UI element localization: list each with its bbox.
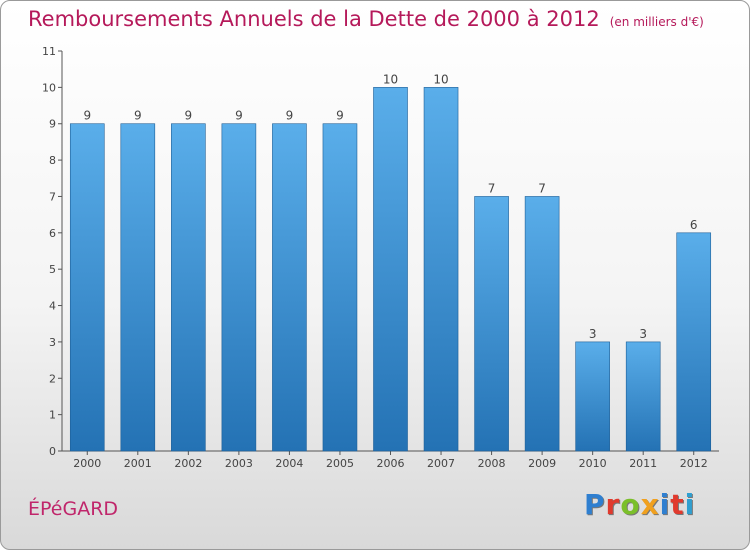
x-tick-label: 2012 [680, 457, 708, 470]
bar [221, 123, 257, 452]
data-label: 9 [235, 109, 243, 123]
x-tick-label: 2011 [629, 457, 657, 470]
logo-letter: P [584, 488, 606, 521]
y-tick-label: 6 [49, 227, 56, 240]
bar [272, 123, 307, 452]
y-tick-label: 1 [49, 409, 56, 422]
x-tick-label: 2000 [73, 457, 101, 470]
data-label: 9 [83, 109, 91, 123]
bar [676, 232, 712, 452]
x-tick-label: 2007 [427, 457, 455, 470]
logo-letter: r [605, 488, 621, 521]
logo-letter: t [670, 488, 685, 521]
data-label: 10 [433, 72, 448, 86]
bar [625, 341, 661, 452]
y-tick-label: 3 [49, 336, 56, 349]
y-tick-label: 5 [49, 263, 56, 276]
bar [171, 123, 206, 452]
chart-title: Remboursements Annuels de la Dette de 20… [28, 7, 704, 31]
x-tick-label: 2009 [528, 457, 556, 470]
y-tick-label: 4 [49, 300, 56, 313]
bar [524, 196, 560, 452]
data-label: 9 [134, 109, 142, 123]
data-label: 7 [538, 181, 546, 195]
x-tick-label: 2008 [478, 457, 506, 470]
data-label: 7 [488, 181, 496, 195]
data-label: 9 [286, 109, 294, 123]
logo-letter: o [620, 488, 641, 521]
y-tick-label: 9 [49, 118, 56, 131]
bar [373, 87, 408, 452]
x-tick-label: 2004 [275, 457, 303, 470]
y-tick-label: 0 [49, 445, 56, 458]
y-tick-label: 7 [49, 190, 56, 203]
unit-label: (en milliers d'€) [609, 15, 704, 29]
x-tick-label: 2001 [124, 457, 152, 470]
data-label: 6 [690, 218, 698, 232]
data-label: 3 [589, 327, 597, 341]
x-tick-label: 2010 [579, 457, 607, 470]
x-tick-label: 2003 [225, 457, 253, 470]
x-tick-label: 2002 [174, 457, 202, 470]
logo-letter: x [640, 488, 660, 521]
data-label: 9 [336, 109, 344, 123]
y-tick-label: 2 [49, 372, 56, 385]
bar [575, 341, 610, 452]
bar [120, 123, 156, 452]
bar [474, 196, 509, 452]
y-tick-label: 10 [42, 81, 56, 94]
logo-letter: i [684, 488, 696, 521]
data-label: 10 [383, 72, 398, 86]
data-label: 3 [639, 327, 647, 341]
x-tick-label: 2005 [326, 457, 354, 470]
data-label: 9 [185, 109, 193, 123]
city-name: ÉPéGARD [28, 498, 119, 520]
bar [322, 123, 358, 452]
bar [69, 123, 105, 452]
title-text: Remboursements Annuels de la Dette de 20… [28, 7, 600, 31]
logo-letter: i [659, 488, 671, 521]
x-tick-label: 2006 [377, 457, 405, 470]
y-tick-label: 8 [49, 154, 56, 167]
y-tick-label: 11 [42, 45, 56, 58]
proxiti-logo[interactable]: Proxiti [584, 488, 695, 521]
bar [423, 87, 459, 452]
